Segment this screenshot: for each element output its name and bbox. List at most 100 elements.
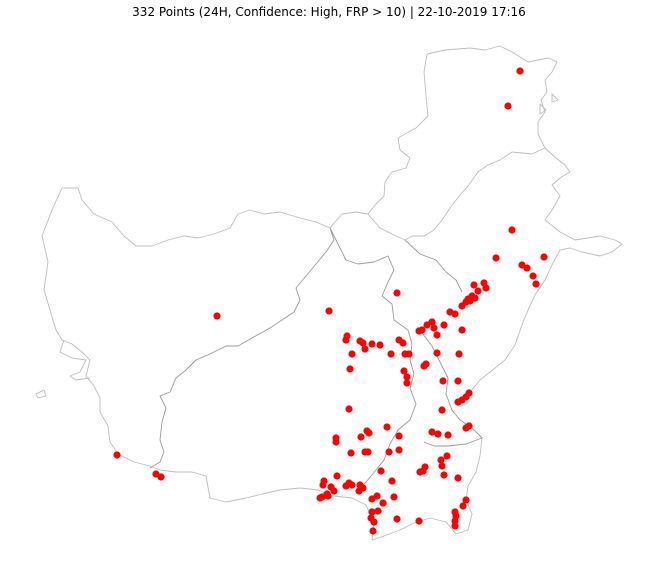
fire-point (346, 365, 354, 373)
fire-point (437, 456, 445, 464)
fire-point (405, 350, 413, 358)
fire-point (462, 496, 470, 504)
fire-point (376, 341, 384, 349)
fire-point (439, 377, 447, 385)
internal-border-north (404, 239, 463, 293)
fire-point (433, 331, 441, 339)
fire-point (370, 518, 378, 526)
fire-point (355, 487, 363, 495)
fire-point (157, 473, 165, 481)
fire-point (440, 471, 448, 479)
fire-point (390, 493, 398, 501)
fire-point (348, 481, 356, 489)
fire-point (347, 449, 355, 457)
fire-point (451, 517, 459, 525)
fire-point (342, 336, 350, 344)
fire-point (516, 67, 524, 75)
fire-point (357, 433, 365, 441)
fire-point (385, 448, 393, 456)
fire-point (451, 522, 459, 530)
fire-point (415, 517, 423, 525)
northeast-islet-outline-2 (551, 93, 559, 103)
fire-point (342, 482, 350, 490)
fire-point (504, 102, 512, 110)
map-outlines (35, 45, 623, 541)
fire-point (387, 350, 395, 358)
fire-point (403, 373, 411, 381)
fire-point (466, 297, 474, 305)
fire-point (532, 280, 540, 288)
fire-point (359, 339, 367, 347)
fire-point (482, 284, 490, 292)
fire-point (492, 254, 500, 262)
fire-point (348, 350, 356, 358)
fire-point (458, 326, 466, 334)
fire-point (444, 431, 452, 439)
region-outline-west (62, 187, 369, 247)
fire-point (420, 362, 428, 370)
fire-point (374, 507, 382, 515)
island-outline (35, 389, 47, 399)
fire-point (454, 377, 462, 385)
fire-point (345, 405, 353, 413)
fire-point (379, 499, 387, 507)
internal-border-southeast (419, 329, 483, 447)
fire-point (438, 406, 446, 414)
region-outline-northeast-west (367, 53, 546, 241)
fire-point (393, 289, 401, 297)
fire-point (415, 327, 423, 335)
fire-point (462, 424, 470, 432)
fire-point (400, 367, 408, 375)
fire-point (395, 446, 403, 454)
internal-border-central (149, 227, 335, 469)
fire-point (368, 340, 376, 348)
map-title: 332 Points (24H, Confidence: High, FRP >… (132, 5, 526, 19)
fire-point (330, 487, 338, 495)
fire-point (470, 281, 478, 289)
fire-point (458, 302, 466, 310)
region-outline-west-coast (41, 187, 483, 541)
fire-point (373, 492, 381, 500)
fire-point (364, 448, 372, 456)
fire-point (430, 324, 438, 332)
fire-point (428, 428, 436, 436)
fire-point (459, 502, 467, 510)
fire-point (440, 321, 448, 329)
fire-point (438, 462, 446, 470)
fire-point (365, 429, 373, 437)
fire-point (324, 492, 332, 500)
fire-point (361, 345, 369, 353)
northeast-islet-outline (539, 103, 547, 115)
fire-point (540, 253, 548, 261)
fire-point (383, 423, 391, 431)
fire-point (523, 264, 531, 272)
fire-point (377, 467, 385, 475)
fire-point (395, 432, 403, 440)
fire-point (213, 312, 221, 320)
fire-point (433, 349, 441, 357)
fire-point (399, 339, 407, 347)
fire-point (423, 321, 431, 329)
fire-point (325, 307, 333, 315)
fire-point (368, 508, 376, 516)
region-outline-west-inlet (59, 339, 91, 381)
region-outline-northeast (426, 45, 623, 393)
fire-point (455, 350, 463, 358)
fire-point (434, 430, 442, 438)
fire-point (316, 494, 324, 502)
fire-point (403, 379, 411, 387)
fire-point (454, 398, 462, 406)
fire-point (332, 438, 340, 446)
fire-point (393, 515, 401, 523)
fire-point (451, 310, 459, 318)
fire-point (388, 477, 396, 485)
fire-point (419, 467, 427, 475)
fire-point (369, 527, 377, 535)
fire-point (319, 481, 327, 489)
fire-point (474, 287, 482, 295)
fire-point (508, 226, 516, 234)
fire-point (443, 452, 451, 460)
internal-border-east (329, 227, 417, 491)
fire-point (529, 272, 537, 280)
